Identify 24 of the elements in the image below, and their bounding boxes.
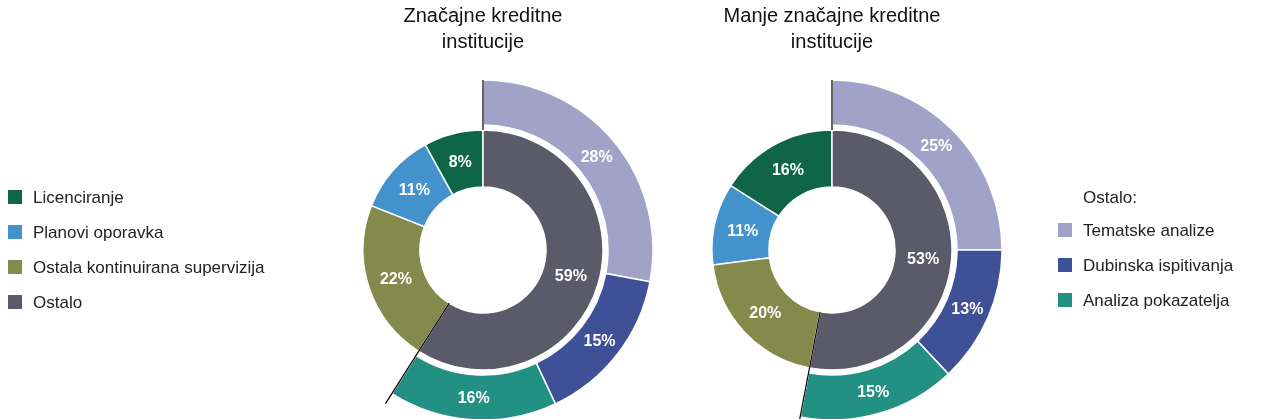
legend-title: Ostalo: [1083,187,1137,207]
chart-title: Manje značajne kreditne institucije [723,4,941,52]
legend-label: Analiza pokazatelja [1083,290,1231,310]
legend-label: Ostalo [33,292,83,312]
data-label: 15% [583,332,616,349]
chart-title: Značajne kreditne institucije [403,4,563,52]
data-label: 16% [771,161,804,179]
legend-label: Planovi oporavka [33,222,164,242]
data-label: 8% [448,152,472,170]
legend-label: Licenciranje [33,187,124,207]
data-label: 28% [580,147,613,165]
data-label: 11% [398,181,430,199]
data-label: 59% [554,267,587,285]
legend-label: Ostala kontinuirana supervizija [33,257,266,277]
data-label: 20% [749,304,782,322]
data-label: 22% [379,269,412,287]
data-label: 13% [951,300,984,318]
data-label: 16% [457,388,490,406]
legend-label: Tematske analize [1083,220,1215,240]
data-label: 25% [920,137,953,155]
legend-label: Dubinska ispitivanja [1083,255,1234,275]
data-label: 11% [727,221,759,239]
data-label: 15% [857,383,890,401]
data-label: 53% [907,250,940,268]
